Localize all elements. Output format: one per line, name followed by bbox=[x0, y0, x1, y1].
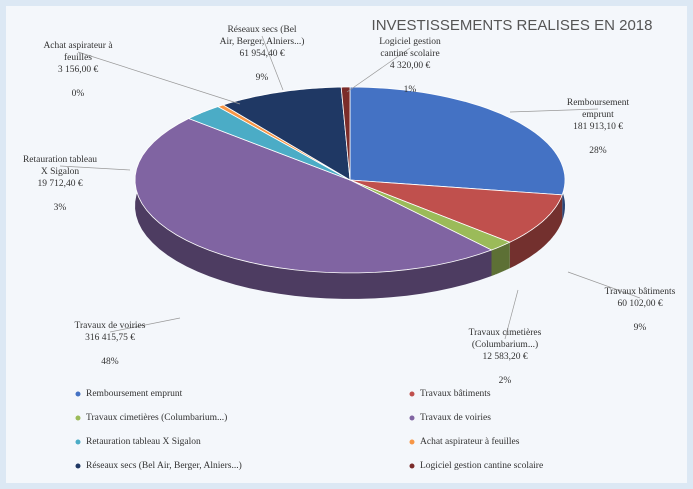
legend-label: Travaux bâtiments bbox=[420, 389, 491, 399]
legend-label: Réseaux secs (Bel Air, Berger, Alniers..… bbox=[86, 460, 242, 471]
data-label-name: Achat aspirateur à bbox=[43, 41, 113, 51]
legend-marker bbox=[409, 391, 415, 397]
slice bbox=[217, 104, 351, 181]
leader-line bbox=[261, 35, 284, 91]
legend-label: Remboursement emprunt bbox=[86, 389, 183, 399]
slice bbox=[349, 179, 563, 243]
legend-marker bbox=[75, 391, 81, 397]
data-label-percent: 1% bbox=[404, 85, 417, 95]
legend-marker bbox=[75, 415, 81, 421]
data-label-value: 19 712,40 € bbox=[37, 179, 82, 189]
slice bbox=[340, 86, 351, 181]
data-label-name: feuilles bbox=[64, 52, 92, 63]
data-label-percent: 0% bbox=[72, 89, 85, 99]
data-label-percent: 28% bbox=[589, 146, 607, 156]
legend-label: Retauration tableau X Sigalon bbox=[86, 437, 201, 447]
slice bbox=[187, 106, 351, 181]
data-label-percent: 9% bbox=[256, 73, 269, 83]
leader-line bbox=[346, 47, 411, 93]
slice bbox=[349, 179, 511, 251]
legend-label: Travaux de voiries bbox=[420, 413, 491, 423]
data-label-name: (Columbarium...) bbox=[472, 339, 538, 350]
data-label-percent: 2% bbox=[499, 376, 512, 386]
data-label-name: Retauration tableau bbox=[23, 155, 97, 165]
leader-line bbox=[509, 108, 599, 113]
slice bbox=[349, 86, 566, 196]
data-label-name: Travaux de voiries bbox=[75, 321, 146, 331]
data-label-name: cantine scolaire bbox=[380, 49, 439, 59]
data-label-percent: 9% bbox=[634, 323, 647, 333]
data-label-name: emprunt bbox=[582, 110, 614, 120]
data-label-value: 4 320,00 € bbox=[390, 61, 431, 71]
legend-marker bbox=[75, 439, 81, 445]
data-label-value: 3 156,00 € bbox=[58, 65, 99, 75]
data-label-value: 316 415,75 € bbox=[85, 333, 135, 343]
legend-label: Achat aspirateur à feuilles bbox=[420, 436, 520, 447]
legend-label: Logiciel gestion cantine scolaire bbox=[420, 461, 543, 471]
slice-side bbox=[509, 194, 563, 269]
data-label-percent: 48% bbox=[101, 357, 119, 367]
data-label-name: Air, Berger, Alniers...) bbox=[220, 36, 305, 47]
leader-line bbox=[109, 317, 181, 333]
slice bbox=[222, 86, 351, 181]
slice bbox=[134, 118, 493, 274]
data-label-name: X Sigalon bbox=[41, 167, 80, 177]
data-label-value: 181 913,10 € bbox=[573, 122, 623, 132]
data-label-value: 12 583,20 € bbox=[482, 352, 527, 362]
leader-line bbox=[504, 289, 519, 340]
data-label-percent: 3% bbox=[54, 203, 67, 213]
data-label-name: Remboursement bbox=[567, 98, 630, 108]
legend-marker bbox=[409, 439, 415, 445]
data-label-name: Logiciel gestion bbox=[379, 37, 441, 47]
leader-line bbox=[59, 165, 131, 171]
legend-label: Travaux cimetières (Columbarium...) bbox=[86, 412, 227, 423]
leader-line bbox=[77, 51, 241, 105]
legend-marker bbox=[409, 463, 415, 469]
data-label-name: Travaux bâtiments bbox=[605, 287, 676, 297]
leader-line bbox=[567, 271, 641, 299]
data-label-value: 61 954,40 € bbox=[239, 49, 284, 59]
data-label-name: Réseaux secs (Bel bbox=[227, 24, 296, 35]
data-label-value: 60 102,00 € bbox=[617, 299, 662, 309]
slice-side bbox=[491, 242, 510, 276]
data-label-name: Travaux cimetières bbox=[469, 328, 542, 338]
legend-marker bbox=[409, 415, 415, 421]
chart-title: INVESTISSEMENTS REALISES EN 2018 bbox=[372, 17, 653, 34]
legend-marker bbox=[75, 463, 81, 469]
